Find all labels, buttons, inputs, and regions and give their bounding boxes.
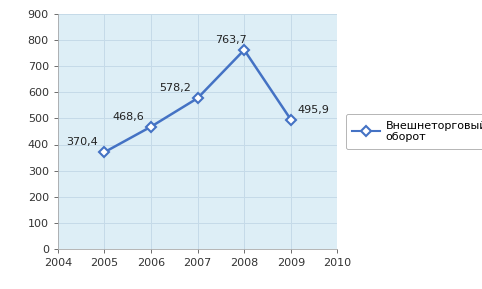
Text: 495,9: 495,9: [298, 105, 330, 115]
Text: 468,6: 468,6: [112, 112, 144, 122]
Text: 370,4: 370,4: [66, 137, 97, 147]
Text: 763,7: 763,7: [215, 35, 247, 45]
Text: 578,2: 578,2: [159, 83, 191, 93]
Legend: Внешнеторговый
оборот: Внешнеторговый оборот: [346, 114, 482, 149]
